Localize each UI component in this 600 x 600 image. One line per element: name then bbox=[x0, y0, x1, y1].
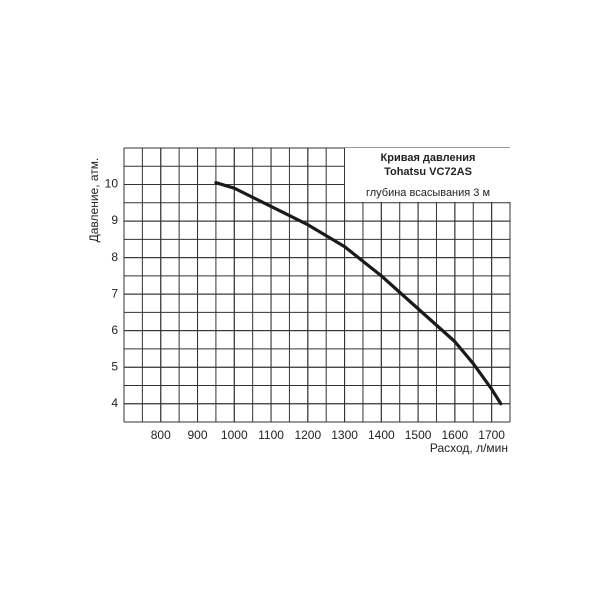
y-tick-label: 9 bbox=[111, 213, 118, 227]
x-tick-label: 800 bbox=[151, 428, 171, 442]
y-tick-label: 4 bbox=[111, 396, 118, 410]
x-tick-label: 1600 bbox=[442, 428, 469, 442]
x-tick-label: 1200 bbox=[294, 428, 321, 442]
x-axis-label: Расход, л/мин bbox=[430, 441, 508, 455]
legend-box bbox=[345, 148, 511, 202]
chart-subtitle: Tohatsu VC72AS bbox=[384, 166, 472, 178]
data-line bbox=[214, 181, 503, 406]
y-tick-label: 10 bbox=[105, 177, 119, 191]
annotation: глубина всасывания 3 м bbox=[366, 187, 490, 199]
y-tick-label: 7 bbox=[111, 286, 118, 300]
x-tick-label: 1100 bbox=[258, 428, 284, 442]
y-tick-label: 6 bbox=[111, 323, 118, 337]
chart-title: Кривая давления bbox=[381, 152, 476, 164]
y-tick-label: 8 bbox=[111, 250, 118, 264]
y-axis-label: Давление, атм. bbox=[87, 158, 101, 243]
y-tick-label: 5 bbox=[111, 359, 118, 373]
x-tick-label: 1400 bbox=[368, 428, 395, 442]
x-tick-label: 1500 bbox=[405, 428, 432, 442]
x-tick-label: 1000 bbox=[221, 428, 248, 442]
x-tick-label: 900 bbox=[188, 428, 208, 442]
x-tick-label: 1300 bbox=[331, 428, 358, 442]
x-tick-label: 1700 bbox=[478, 428, 505, 442]
